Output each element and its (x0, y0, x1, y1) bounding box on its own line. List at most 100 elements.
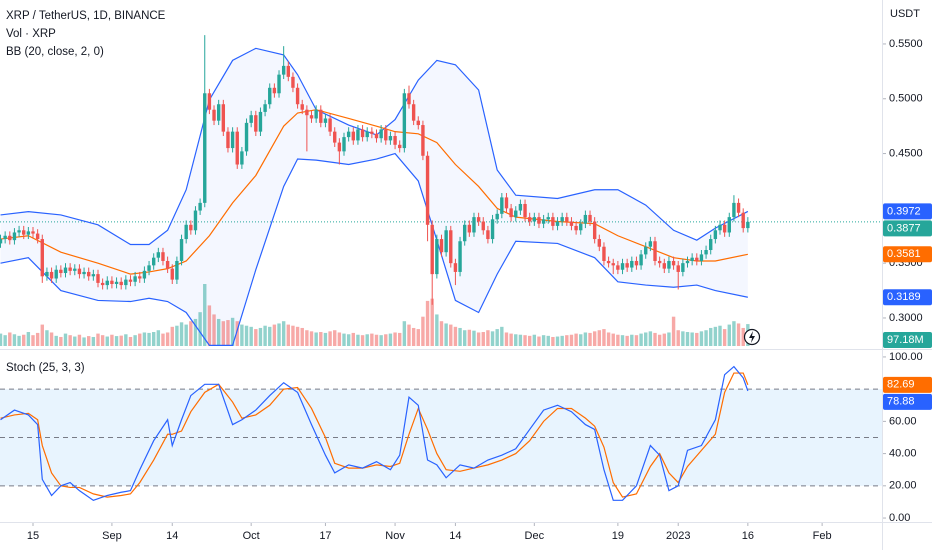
volume-bar (309, 331, 314, 346)
stoch-k-label: 78.88 (887, 396, 915, 408)
candle-body (532, 217, 537, 222)
volume-bar (421, 316, 425, 346)
candle-body (546, 217, 550, 220)
candle-body (165, 260, 170, 269)
candle-body (77, 268, 82, 275)
candle-body (421, 125, 425, 156)
stoch-y-tick-label: 20.00 (889, 480, 917, 492)
volume-bar (3, 335, 7, 346)
volume-bar (133, 335, 137, 346)
candle-body (620, 263, 625, 270)
marks-layer (0, 35, 750, 501)
candle-body (96, 274, 100, 283)
candle-body (82, 271, 86, 275)
volume-bar (300, 327, 304, 346)
candle-body (309, 115, 314, 119)
candle-body (59, 269, 63, 274)
volume-bar (699, 331, 704, 346)
volume-bar (91, 336, 96, 346)
candle-body (254, 115, 258, 132)
volume-bar (644, 332, 648, 346)
volume-bar (272, 324, 277, 346)
volume-bar (449, 324, 453, 346)
bb-lower-label: 0.3189 (887, 291, 921, 303)
candle-body (268, 87, 272, 105)
volume-label-box (883, 332, 932, 348)
volume-bar (161, 333, 165, 346)
volume-bar (732, 321, 736, 346)
volume-bar (240, 324, 244, 346)
candle-body (216, 104, 221, 121)
volume-bar (77, 334, 82, 346)
candle-body (657, 260, 662, 264)
volume-bar (574, 333, 578, 346)
volume-bar (68, 335, 72, 346)
x-tick-label: 14 (449, 530, 461, 542)
candle-body (281, 65, 286, 75)
volume-bar (444, 323, 448, 346)
volume-bar (481, 332, 485, 346)
candle-body (142, 270, 147, 279)
candle-body (606, 260, 611, 264)
volume-bar (722, 329, 727, 346)
volume-bar (374, 334, 379, 346)
volume-bar (40, 324, 44, 346)
volume-bar (527, 335, 532, 346)
candle-body (449, 230, 453, 264)
settings-icon[interactable] (743, 328, 761, 346)
volume-bar (532, 334, 537, 346)
candle-body (583, 214, 588, 224)
volume-bar (54, 335, 58, 346)
volume-bar (648, 331, 653, 346)
candle-body (430, 224, 434, 275)
volume-bar (286, 324, 291, 346)
volume-bar (328, 331, 332, 346)
volume-bar (119, 335, 123, 346)
volume-bar (467, 329, 472, 346)
candle-body (379, 129, 383, 139)
volume-bar (235, 321, 239, 346)
candle-body (611, 263, 615, 266)
candle-body (662, 263, 666, 269)
icon-bolt[interactable] (749, 331, 755, 343)
candle-body (170, 268, 174, 280)
volume-bar (295, 326, 300, 346)
chart-title: XRP / TetherUS, 1D, BINANCE (6, 10, 166, 22)
volume-bar (551, 336, 555, 346)
candle-body (630, 260, 634, 268)
volume-bar (17, 335, 21, 346)
x-tick-label: 2023 (666, 530, 690, 542)
bb-band-fill (0, 48, 748, 346)
volume-bar (583, 332, 588, 346)
candle-body (295, 87, 300, 105)
volume-bar (184, 324, 188, 346)
volume-bar (179, 322, 184, 346)
volume-bar (193, 318, 198, 346)
candle-body (574, 225, 578, 231)
volume-bar (393, 332, 397, 346)
candle-body (230, 131, 235, 149)
candle-body (551, 217, 555, 226)
volume-bar (713, 326, 718, 346)
candle-body (388, 136, 393, 141)
volume-bar (625, 335, 629, 346)
volume-bar (639, 333, 643, 346)
volume-bar (602, 329, 606, 346)
candle-body (644, 246, 648, 255)
volume-bar (31, 335, 35, 346)
candle-body (356, 129, 360, 141)
candle-body (727, 217, 731, 233)
volume-bar (82, 337, 86, 346)
volume-bar (110, 334, 114, 346)
volume-bar (546, 335, 550, 346)
volume-bar (170, 326, 174, 346)
volume-bar (189, 321, 193, 346)
candle-body (40, 239, 44, 277)
candle-body (411, 104, 416, 121)
candle-body (690, 257, 694, 261)
volume-bar (579, 334, 583, 346)
volume-bar (736, 323, 741, 346)
volume-bar (319, 332, 323, 346)
volume-bar (439, 321, 444, 346)
volume-bar (606, 332, 611, 346)
